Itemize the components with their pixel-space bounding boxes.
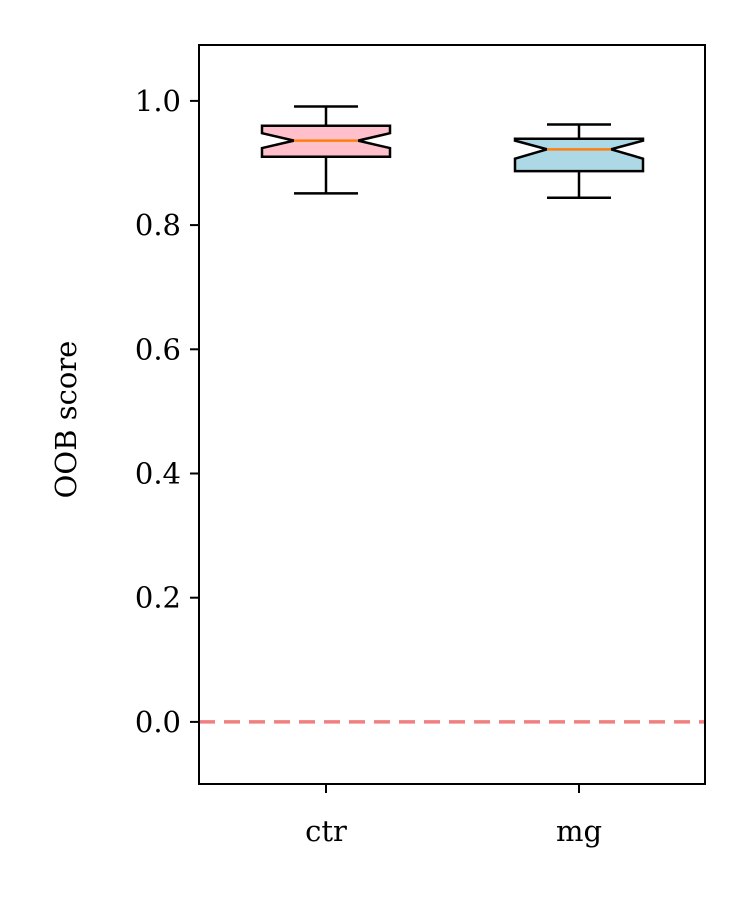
y-tick-label: 1.0: [135, 84, 181, 118]
x-tick-label-mg: mg: [556, 814, 602, 848]
plot-frame: [198, 44, 706, 785]
plot-marks: [199, 105, 705, 724]
y-axis-ticks: 0.0 0.2 0.4 0.6 0.8 1.0: [135, 84, 199, 739]
y-tick-label: 0.8: [135, 208, 181, 242]
box-body-mg: [513, 137, 645, 173]
y-tick-label: 0.2: [135, 581, 181, 615]
x-tick-label-ctr: ctr: [305, 814, 347, 848]
x-axis-ticks: ctr mg: [305, 784, 602, 848]
box-ctr: [260, 105, 392, 195]
box-mg: [513, 123, 645, 200]
y-axis-label: OOB score: [49, 341, 83, 499]
y-tick-label: 0.4: [135, 456, 181, 490]
y-tick-label: 0.0: [135, 705, 181, 739]
y-tick-label: 0.6: [135, 332, 181, 366]
